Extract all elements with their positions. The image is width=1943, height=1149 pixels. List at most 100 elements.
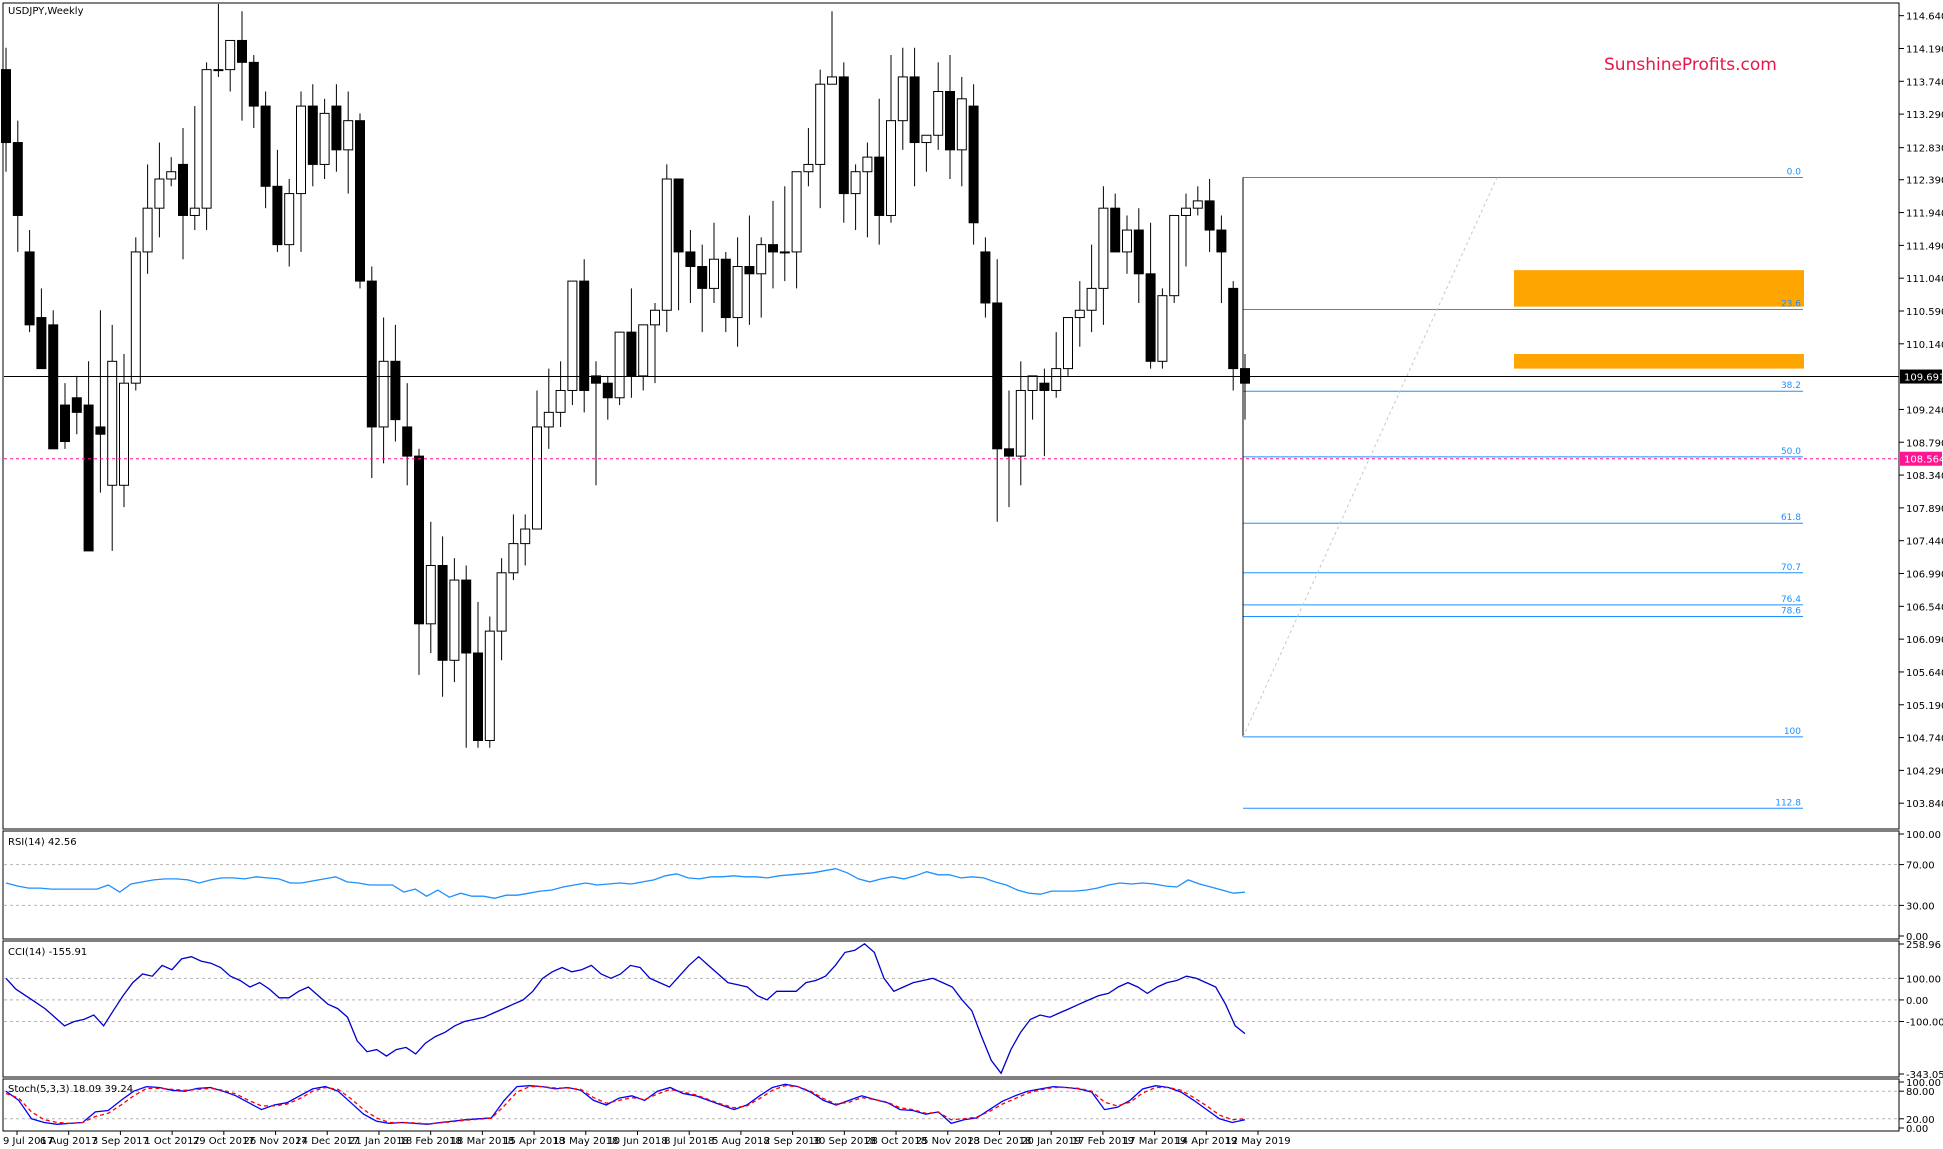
stoch-tick-label: 20.00: [1906, 1115, 1935, 1126]
candle: [484, 616, 495, 748]
candle-body-up: [803, 163, 814, 173]
candle-body-down: [272, 185, 283, 246]
rsi-line: [5, 868, 1246, 899]
candle-body-down: [307, 105, 318, 165]
candle: [1004, 390, 1014, 508]
candle: [95, 310, 106, 493]
stoch-tick-label: 0.00: [1906, 1124, 1928, 1135]
candle-body-down: [36, 317, 47, 370]
candle: [461, 565, 472, 748]
candle-body-down: [1228, 287, 1239, 370]
candle: [909, 47, 920, 187]
candle-body-down: [909, 76, 920, 144]
candle-body-up: [862, 156, 873, 173]
time-tick-label: 15 Apr 2018: [503, 1136, 565, 1147]
candle-body-down: [95, 426, 106, 435]
candle-body-up: [1027, 375, 1038, 391]
candle-body-down: [945, 91, 955, 151]
candle-body-down: [402, 426, 413, 457]
candle: [449, 558, 460, 683]
candle: [685, 230, 696, 303]
cci-tick-label: -100.00: [1906, 1018, 1943, 1029]
candle: [732, 237, 743, 347]
candle: [378, 317, 389, 464]
price-tick-label: 112.390: [1906, 176, 1943, 187]
candle: [968, 84, 979, 245]
candle-body-down: [992, 302, 1003, 450]
candle-body-down: [838, 76, 849, 195]
candle: [36, 288, 47, 370]
price-tick-label: 111.490: [1906, 241, 1943, 252]
candle: [201, 62, 212, 231]
candle-body-down: [579, 280, 590, 391]
candle: [791, 171, 802, 289]
time-tick-label: 1 Oct 2017: [144, 1136, 199, 1147]
fib-level-label: 76.4: [1781, 595, 1801, 605]
time-tick-label: 6 Aug 2017: [40, 1136, 98, 1147]
candle: [862, 142, 873, 238]
candle-body-down: [331, 105, 342, 151]
fib-level-label: 0.0: [1787, 168, 1802, 178]
symbol-label: USDJPY,Weekly: [8, 6, 84, 17]
candle-body-down: [1216, 229, 1227, 253]
candle: [307, 84, 318, 187]
time-tick-label: 30 Sep 2018: [813, 1136, 876, 1147]
candle-body-up: [850, 171, 861, 195]
candle-body-up: [142, 207, 153, 253]
candle-body-up: [166, 171, 177, 180]
candle: [921, 134, 932, 172]
candle-body-down: [720, 258, 731, 319]
candle: [709, 222, 719, 303]
candle-body-down: [685, 251, 696, 268]
candle-body-up: [1122, 229, 1132, 253]
candle-body-up: [520, 528, 531, 545]
candle-body-up: [638, 324, 649, 377]
candle-body-down: [237, 39, 247, 63]
candle-body-up: [1169, 214, 1180, 297]
candle-body-up: [532, 426, 542, 530]
fib-level-label: 61.8: [1781, 513, 1801, 523]
candle: [473, 601, 483, 748]
candle-body-up: [827, 76, 837, 85]
price-tick-label: 106.540: [1906, 602, 1943, 613]
candle-body-down: [744, 266, 755, 275]
candle-body-down: [71, 397, 82, 413]
candle-body-up: [543, 411, 554, 428]
candle: [650, 302, 660, 384]
candle: [720, 251, 731, 333]
candle: [1015, 361, 1026, 486]
price-tick-label: 106.090: [1906, 635, 1943, 646]
cci-line: [5, 942, 1246, 1075]
candle-body-up: [791, 171, 802, 253]
candle: [602, 375, 613, 420]
candle: [779, 186, 790, 282]
price-tick-label: 103.840: [1906, 799, 1943, 810]
candle: [520, 514, 531, 566]
price-tick-label: 107.440: [1906, 537, 1943, 548]
candle: [579, 259, 590, 413]
candle-body-down: [24, 251, 35, 326]
candle-body-up: [1051, 368, 1062, 391]
candle: [555, 361, 566, 427]
candle: [1157, 288, 1168, 369]
price-tick-label: 107.890: [1906, 504, 1943, 515]
time-tick-label: 9 Jul 2017: [3, 1136, 53, 1147]
candle: [1098, 186, 1109, 325]
time-tick-label: 26 Nov 2017: [244, 1136, 308, 1147]
candle: [827, 11, 837, 85]
candle-body-down: [673, 178, 684, 253]
candle: [1240, 354, 1250, 420]
candle: [1039, 368, 1050, 457]
candle: [119, 354, 129, 508]
support-price-box: [1900, 451, 1942, 466]
candle: [638, 324, 649, 391]
candle: [897, 47, 908, 150]
price-tick-label: 109.240: [1906, 405, 1943, 416]
resistance-zones: [1514, 270, 1804, 369]
candle-body-up: [319, 112, 330, 165]
candle-body-up: [732, 266, 743, 319]
candle-body-down: [1039, 382, 1050, 391]
candle-body-up: [343, 120, 354, 151]
candle: [1074, 281, 1085, 347]
candle-body-down: [1110, 207, 1121, 253]
